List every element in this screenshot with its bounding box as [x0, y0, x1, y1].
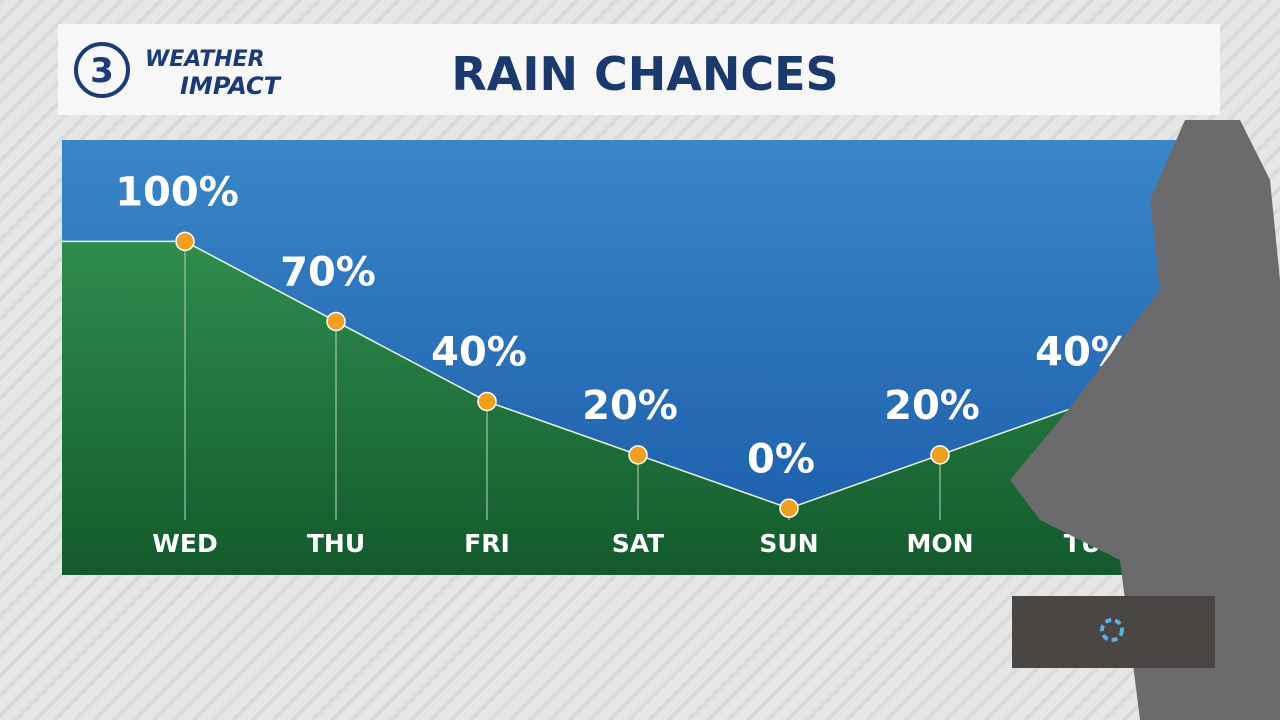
- logo-text: WEATHER: [145, 47, 265, 72]
- data-point: [477, 391, 497, 412]
- x-tick-label: SAT: [612, 529, 664, 558]
- value-label: 20%: [582, 383, 678, 429]
- logo-text: IMPACT: [180, 72, 282, 100]
- x-tick-label: MON: [906, 529, 973, 558]
- data-point: [175, 231, 195, 252]
- x-tick-label: THU: [307, 529, 365, 558]
- logo-ring: [74, 42, 130, 98]
- logo-number: 3: [90, 51, 114, 91]
- data-point: [326, 311, 346, 332]
- header-bar: [58, 24, 1220, 115]
- value-label: 70%: [280, 249, 376, 295]
- x-tick-label: SUN: [759, 529, 818, 558]
- x-tick-label: WED: [152, 529, 217, 558]
- presenter: [1010, 120, 1280, 720]
- chart-title: RAIN CHANCES: [451, 47, 838, 101]
- value-label: 100%: [115, 169, 239, 215]
- data-point: [628, 445, 648, 465]
- value-label: 20%: [884, 383, 980, 429]
- x-tick-label: FRI: [464, 529, 510, 558]
- value-label: 40%: [431, 330, 527, 376]
- bug-logo: [1100, 618, 1124, 642]
- value-label: 0%: [747, 436, 815, 482]
- data-point: [930, 445, 950, 465]
- data-point: [779, 498, 799, 519]
- station-bug: [1012, 596, 1215, 668]
